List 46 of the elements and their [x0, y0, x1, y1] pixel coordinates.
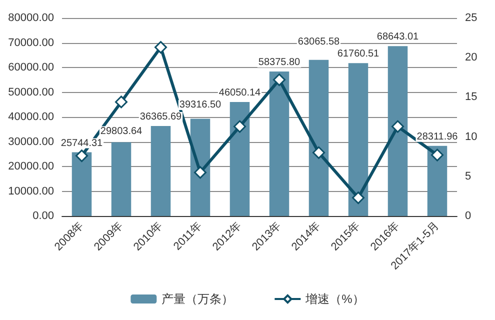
point: [115, 96, 128, 108]
data-label: 25744.31: [60, 138, 104, 149]
legend-label: 增速（%）: [304, 292, 364, 306]
point: [352, 192, 364, 204]
data-label: 58375.80: [258, 57, 301, 68]
bar: [269, 72, 290, 216]
point: [194, 166, 206, 179]
y-tick-label: 0.00: [32, 210, 54, 222]
data-label: 39316.50: [179, 99, 222, 110]
data-label: 28311.96: [416, 131, 458, 142]
y-tick-label: 10000.00: [8, 185, 54, 198]
point: [431, 148, 444, 162]
bar: [72, 152, 92, 216]
y2-tick-label: 0: [465, 210, 472, 222]
data-label: 61760.51: [337, 48, 380, 60]
bar: [348, 63, 368, 216]
bar: [388, 46, 408, 216]
data-label: 29803.64: [100, 126, 143, 137]
y2-tick-label: 5: [465, 170, 472, 182]
point: [392, 120, 404, 133]
data-label: 36365.69: [140, 111, 182, 122]
y-tick-label: 80000.00: [8, 12, 54, 24]
data-label: 68643.01: [376, 32, 420, 43]
y-tick-label: 30000.00: [8, 136, 54, 148]
y2-tick-label: 20: [465, 52, 478, 64]
bar: [150, 126, 171, 216]
y2-tick-label: 25: [465, 12, 478, 24]
bar: [308, 60, 329, 216]
point: [312, 146, 325, 159]
point: [273, 74, 286, 86]
bar: [230, 102, 250, 216]
point: [76, 150, 88, 162]
y-tick-label: 60000.00: [8, 62, 54, 74]
y-tick-label: 70000.00: [8, 36, 54, 49]
point: [154, 41, 167, 54]
data-label: 46050.14: [218, 87, 262, 98]
legend-label: 产量（万条）: [162, 292, 234, 306]
y-tick-label: 40000.00: [8, 111, 54, 123]
y-tick-label: 20000.00: [8, 160, 54, 172]
bar: [427, 146, 448, 216]
y2-tick-label: 10: [465, 130, 478, 143]
bar: [111, 142, 132, 216]
data-label: 63065.58: [298, 36, 340, 48]
y-tick-label: 50000.00: [8, 86, 54, 98]
point: [234, 120, 246, 133]
y2-tick-label: 15: [465, 91, 478, 104]
